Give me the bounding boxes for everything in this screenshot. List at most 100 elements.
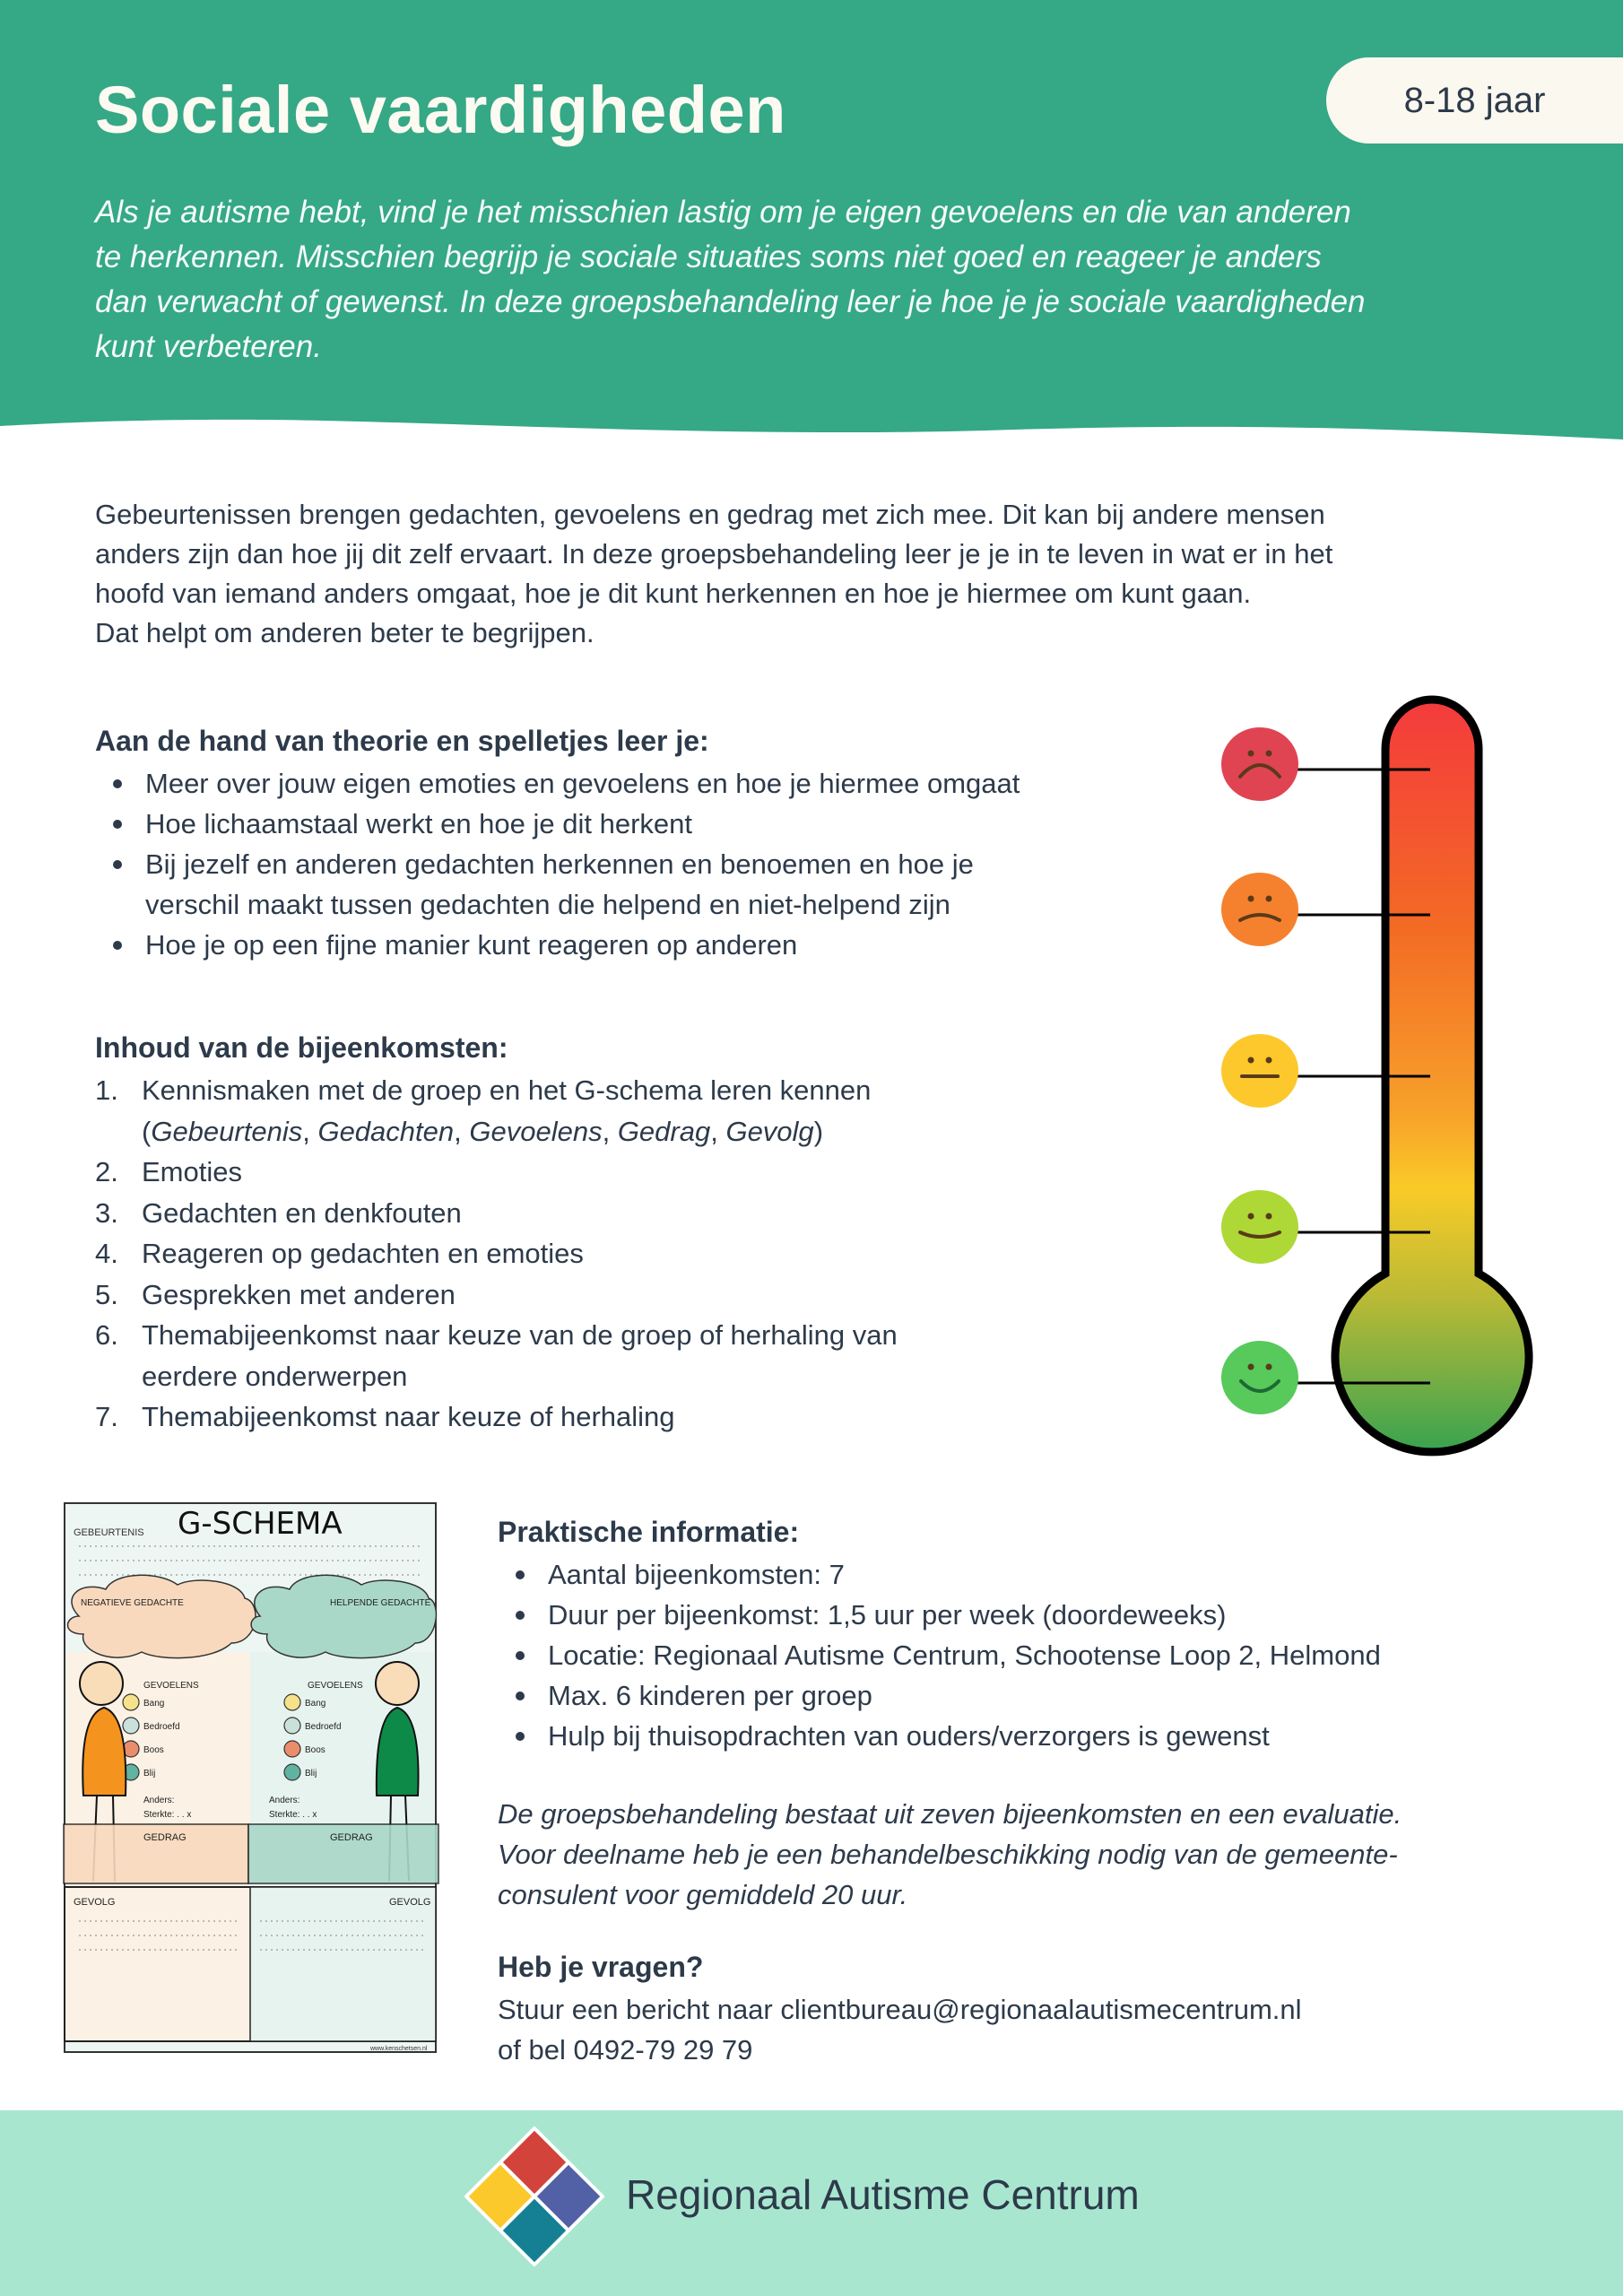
questions-section: Heb je vragen? Stuur een bericht naar cl…: [498, 1951, 1574, 2070]
body-line: anders zijn dan hoe jij dit zelf ervaart…: [95, 538, 1333, 570]
page-title: Sociale vaardigheden: [95, 73, 786, 147]
emotion-face-icon: [283, 1763, 301, 1781]
sad-face-icon: [1221, 873, 1298, 946]
very-happy-face-icon: [1221, 1341, 1298, 1414]
schema-behaviour-left: GEDRAG: [143, 1832, 187, 1843]
emotion-label: Bang: [143, 1699, 164, 1709]
g-term: Gedachten: [317, 1115, 455, 1147]
session-line: Themabijeenkomst naar keuze van de groep…: [142, 1319, 898, 1351]
learn-heading: Aan de hand van theorie en spelletjes le…: [95, 725, 709, 757]
learn-item: Hoe je op een fijne manier kunt reageren…: [95, 925, 1216, 965]
session-item: 6. Themabijeenkomst naar keuze van de gro…: [95, 1315, 1216, 1396]
learn-section: Aan de hand van theorie en spelletjes le…: [95, 725, 1216, 965]
schema-consequence-right: GEVOLG: [389, 1897, 430, 1908]
practical-item: Max. 6 kinderen per groep: [498, 1675, 1574, 1716]
questions-heading: Heb je vragen?: [498, 1951, 704, 1983]
phone-prefix: of bel: [498, 2034, 574, 2066]
body-paragraph: Gebeurtenissen brengen gedachten, gevoel…: [95, 495, 1566, 653]
session-line: Gedachten en denkfouten: [142, 1196, 462, 1229]
session-subline: (Gebeurtenis, Gedachten, Gevoelens, Gedr…: [142, 1115, 824, 1147]
session-line: Themabijeenkomst naar keuze of herhaling: [142, 1401, 675, 1432]
schema-feelings-right: GEVOELENS: [308, 1681, 363, 1691]
email-line: Stuur een bericht naar clientbureau@regi…: [498, 1989, 1574, 2030]
sessions-section: Inhoud van de bijeenkomsten: 1. Kennismak…: [95, 1031, 1216, 1438]
very-sad-face-icon: [1221, 727, 1298, 801]
schema-behaviour-right: GEDRAG: [330, 1832, 373, 1843]
session-item: 1. Kennismaken met de groep en het G-sche…: [95, 1070, 1216, 1152]
practical-info-section: Praktische informatie: Aantal bijeenkoms…: [498, 1516, 1574, 1756]
session-number: 2.: [95, 1156, 118, 1187]
learn-item-line: Bij jezelf en anderen gedachten herkenne…: [145, 848, 974, 880]
g-term: Gevoelens: [469, 1115, 603, 1147]
emotion-label: Bang: [305, 1699, 325, 1709]
intro-line: Als je autisme hebt, vind je het misschi…: [95, 195, 1351, 230]
body-line: Gebeurtenissen brengen gedachten, gevoel…: [95, 499, 1325, 530]
thermometer-body: [1331, 695, 1533, 1457]
emotion-face-icon: [283, 1740, 301, 1758]
intro-line: kunt verbeteren.: [95, 329, 322, 364]
session-number: 6.: [95, 1319, 118, 1351]
g-schema-illustration: G-SCHEMA GEBEURTENIS NEGATIEVE GEDACHTE …: [63, 1502, 439, 2053]
session-item: 2. Emoties: [95, 1152, 1216, 1193]
session-number: 3.: [95, 1196, 118, 1229]
session-item: 5. Gesprekken met anderen: [95, 1274, 1216, 1316]
sessions-list: 1. Kennismaken met de groep en het G-sche…: [95, 1070, 1216, 1438]
intro-line: dan verwacht of gewenst. In deze groepsb…: [95, 284, 1366, 319]
header-background: [0, 0, 1623, 439]
learn-item: Meer over jouw eigen emoties en gevoelen…: [95, 763, 1216, 804]
g-term: Gebeurtenis: [151, 1115, 303, 1147]
note-line: Voor deelname heb je een behandelbeschik…: [498, 1839, 1398, 1870]
footer: [0, 2110, 1623, 2296]
session-number: 4.: [95, 1238, 118, 1269]
emotion-label: Boos: [305, 1745, 325, 1755]
sessions-heading: Inhoud van de bijeenkomsten:: [95, 1031, 508, 1064]
schema-consequence-left: GEVOLG: [74, 1897, 115, 1908]
learn-item: Bij jezelf en anderen gedachten herkenne…: [95, 844, 1216, 925]
email-link[interactable]: clientbureau@regionaalautismecentrum.nl: [780, 1994, 1302, 2025]
session-item: 7. Themabijeenkomst naar keuze of herhali…: [95, 1396, 1216, 1438]
schema-title: G-SCHEMA: [178, 1506, 343, 1542]
emotion-label: Boos: [143, 1745, 164, 1755]
practical-list: Aantal bijeenkomsten: 7 Duur per bijeenko…: [498, 1554, 1574, 1756]
session-line: Gesprekken met anderen: [142, 1278, 456, 1310]
learn-item-line: Hoe lichaamstaal werkt en hoe je dit her…: [145, 808, 692, 839]
age-badge: 8-18 jaar: [1326, 57, 1623, 144]
emotion-face-icon: [122, 1717, 140, 1735]
phone-line: of bel 0492-79 29 79: [498, 2030, 1574, 2070]
schema-event-label: GEBEURTENIS: [74, 1527, 144, 1538]
session-line: eerdere onderwerpen: [142, 1360, 408, 1392]
note-line: De groepsbehandeling bestaat uit zeven b…: [498, 1798, 1402, 1830]
session-line: Kennismaken met de groep en het G-schema…: [142, 1074, 872, 1106]
emotion-face-icon: [283, 1693, 301, 1711]
emotion-label: Blij: [305, 1769, 317, 1779]
learn-item-line: verschil maakt tussen gedachten die help…: [145, 889, 950, 920]
learn-item: Hoe lichaamstaal werkt en hoe je dit her…: [95, 804, 1216, 844]
happy-face-icon: [1221, 1190, 1298, 1264]
neutral-face-icon: [1221, 1034, 1298, 1108]
emotion-label: Bedroefd: [143, 1722, 180, 1732]
emotion-face-icon: [283, 1717, 301, 1735]
session-item: 4. Reageren op gedachten en emoties: [95, 1233, 1216, 1274]
schema-strength-right: Sterkte: . . x: [269, 1810, 317, 1820]
email-prefix: Stuur een bericht naar: [498, 1994, 781, 2025]
session-item: 3. Gedachten en denkfouten: [95, 1193, 1216, 1234]
g-term: Gedrag: [617, 1115, 711, 1147]
phone-link[interactable]: 0492-79 29 79: [573, 2034, 753, 2066]
practical-item: Duur per bijeenkomst: 1,5 uur per week (…: [498, 1595, 1574, 1635]
practical-heading: Praktische informatie:: [498, 1516, 800, 1548]
schema-strength-left: Sterkte: . . x: [143, 1810, 191, 1820]
puzzle-logo-icon: [464, 2126, 604, 2266]
body-line: Dat helpt om anderen beter te begrijpen.: [95, 617, 595, 648]
intro-text: Als je autisme hebt, vind je het misschi…: [95, 190, 1566, 370]
session-number: 1.: [95, 1074, 118, 1106]
schema-credit: www.kenschetsen.nl: [369, 2046, 428, 2052]
schema-feelings-left: GEVOELENS: [143, 1681, 199, 1691]
practical-item: Aantal bijeenkomsten: 7: [498, 1554, 1574, 1595]
emotion-label: Blij: [143, 1769, 155, 1779]
emotion-thermometer: [1221, 695, 1533, 1457]
practical-item: Locatie: Regionaal Autisme Centrum, Scho…: [498, 1635, 1574, 1675]
schema-other-right: Anders:: [269, 1796, 299, 1805]
learn-list: Meer over jouw eigen emoties en gevoelen…: [95, 763, 1216, 965]
org-name: Regionaal Autisme Centrum: [626, 2171, 1140, 2218]
session-line: Emoties: [142, 1156, 242, 1187]
